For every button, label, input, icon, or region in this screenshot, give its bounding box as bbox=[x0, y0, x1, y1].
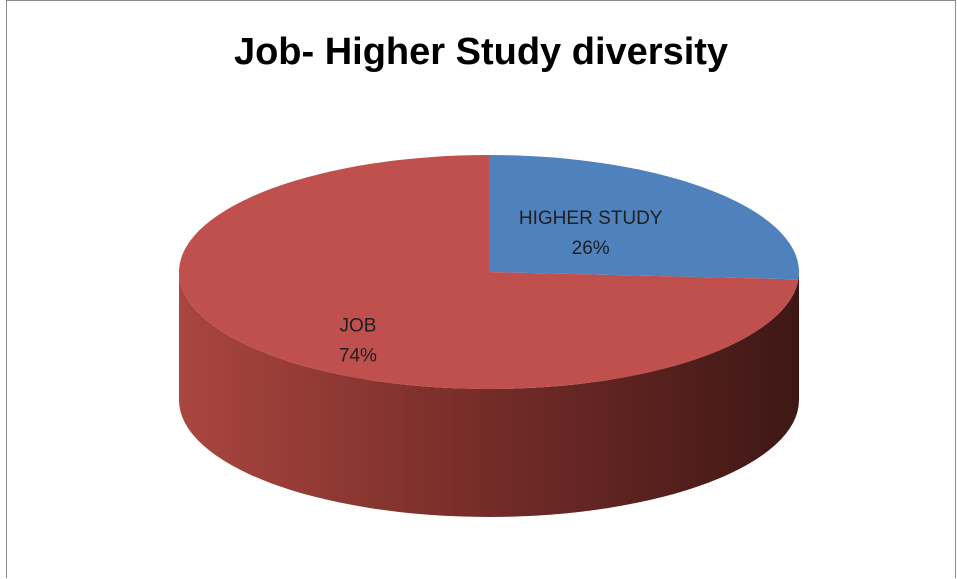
data-label-name: HIGHER STUDY bbox=[519, 208, 663, 229]
chart-title: Job- Higher Study diversity bbox=[233, 31, 729, 73]
pie-side-wall bbox=[179, 272, 799, 517]
pie-slice-higher-study bbox=[489, 155, 799, 280]
data-label-percent: 26% bbox=[572, 238, 610, 259]
pie-chart: HIGHER STUDY 26% JOB 74% bbox=[179, 155, 799, 517]
pie-slice-job bbox=[179, 155, 799, 389]
chart-area: Job- Higher Study diversity HIGHER STUDY… bbox=[6, 0, 956, 578]
data-label-percent: 74% bbox=[339, 345, 377, 366]
data-label-name: JOB bbox=[339, 315, 376, 336]
